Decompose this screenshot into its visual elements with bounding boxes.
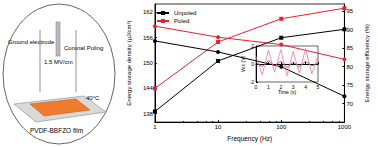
svg-text:144: 144: [143, 85, 154, 91]
svg-text:Time (s): Time (s): [278, 89, 296, 95]
svg-text:138: 138: [143, 111, 154, 117]
svg-text:75: 75: [346, 82, 353, 88]
svg-text:Energy storage density (μJ/cm³: Energy storage density (μJ/cm³): [126, 20, 132, 105]
svg-text:1: 1: [153, 124, 157, 130]
svg-text:-2: -2: [250, 79, 255, 85]
svg-text:5: 5: [316, 83, 320, 90]
svg-text:0: 0: [251, 61, 254, 67]
svg-text:3: 3: [292, 84, 295, 90]
svg-text:PVDF-BBFZO film: PVDF-BBFZO film: [30, 127, 83, 134]
svg-text:1: 1: [267, 84, 270, 90]
svg-text:150: 150: [143, 60, 154, 66]
svg-text:Coronal Poling: Coronal Poling: [64, 45, 103, 51]
svg-text:70: 70: [346, 101, 353, 107]
svg-text:Poled: Poled: [174, 18, 189, 24]
svg-text:162: 162: [143, 9, 154, 15]
svg-text:90: 90: [346, 27, 353, 33]
svg-text:2: 2: [279, 84, 282, 90]
svg-text:80: 80: [346, 64, 353, 70]
svg-text:Ground electrode: Ground electrode: [8, 39, 55, 45]
svg-text:10: 10: [215, 124, 222, 130]
svg-text:40°C: 40°C: [86, 95, 100, 101]
svg-text:4: 4: [304, 84, 307, 90]
svg-text:0: 0: [255, 84, 258, 90]
svg-text:95: 95: [346, 8, 353, 14]
svg-text:100: 100: [276, 124, 287, 130]
svg-text:Frequency (Hz): Frequency (Hz): [227, 135, 272, 143]
svg-text:2: 2: [251, 43, 254, 49]
svg-text:Voc (V): Voc (V): [240, 55, 247, 73]
svg-text:1.5 MV/cm: 1.5 MV/cm: [44, 59, 73, 65]
svg-text:85: 85: [346, 45, 353, 51]
svg-text:1000: 1000: [338, 124, 352, 130]
svg-text:Energy storage efficiency (%): Energy storage efficiency (%): [364, 24, 370, 102]
svg-text:Unpoled: Unpoled: [174, 10, 196, 16]
svg-text:156: 156: [143, 35, 154, 41]
